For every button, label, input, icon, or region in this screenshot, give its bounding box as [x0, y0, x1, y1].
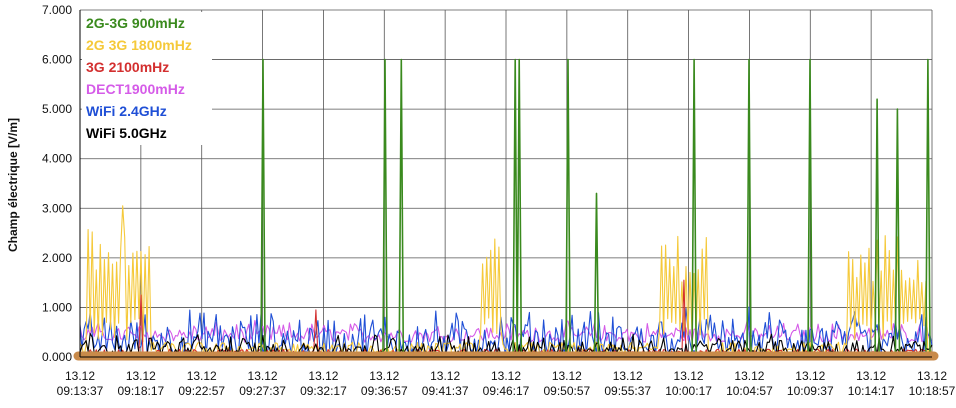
- y-tick-label: 4.000: [42, 152, 72, 166]
- x-tick-time: 09:55:37: [604, 384, 651, 398]
- y-tick-label: 3.000: [42, 201, 72, 215]
- series-line: [79, 205, 933, 358]
- x-tick-date: 13.12: [552, 369, 582, 383]
- y-tick-label: 0.000: [42, 350, 72, 364]
- x-tick-date: 13.12: [795, 369, 825, 383]
- x-tick-date: 13.12: [308, 369, 338, 383]
- legend-entry: WiFi 2.4GHz: [86, 103, 167, 119]
- x-tick-date: 13.12: [674, 369, 704, 383]
- x-tick-date: 13.12: [856, 369, 886, 383]
- x-tick-time: 09:41:37: [422, 384, 469, 398]
- x-tick-date: 13.12: [613, 369, 643, 383]
- x-tick-date: 13.12: [734, 369, 764, 383]
- x-tick-time: 09:46:17: [483, 384, 530, 398]
- x-tick-time: 10:00:17: [665, 384, 712, 398]
- y-tick-label: 1.000: [42, 300, 72, 314]
- legend-entry: 2G 3G 1800mHz: [86, 37, 192, 53]
- x-tick-time: 09:13:37: [57, 384, 104, 398]
- y-tick-labels: 0.000 1.000 2.000 3.000 4.000 5.000 6.000 7.000: [42, 3, 72, 364]
- y-tick-label: 2.000: [42, 251, 72, 265]
- x-tick-time: 09:18:17: [117, 384, 164, 398]
- legend: 2G-3G 900mHz 2G 3G 1800mHz 3G 2100mHz DECT1…: [82, 12, 212, 145]
- x-tick-date: 13.12: [369, 369, 399, 383]
- y-axis-label: Champ électrique [V/m]: [6, 118, 20, 252]
- x-tick-time: 09:22:57: [178, 384, 225, 398]
- x-tick-time: 10:14:17: [848, 384, 895, 398]
- x-tick-time: 10:04:57: [726, 384, 773, 398]
- x-tick-time: 09:36:57: [361, 384, 408, 398]
- legend-entry: 3G 2100mHz: [86, 59, 169, 75]
- axes: [79, 10, 932, 358]
- x-tick-date: 13.12: [187, 369, 217, 383]
- x-tick-date: 13.12: [65, 369, 95, 383]
- x-tick-date: 13.12: [248, 369, 278, 383]
- legend-entry: 2G-3G 900mHz: [86, 15, 185, 31]
- x-tick-date: 13.12: [917, 369, 947, 383]
- x-tick-labels: 13.1209:13:3713.1209:18:1713.1209:22:571…: [57, 369, 956, 398]
- x-tick-date: 13.12: [491, 369, 521, 383]
- x-tick-time: 09:50:57: [543, 384, 590, 398]
- x-tick-time: 10:18:57: [909, 384, 956, 398]
- x-tick-time: 09:27:37: [239, 384, 286, 398]
- legend-entry: DECT1900mHz: [86, 81, 185, 97]
- x-tick-date: 13.12: [126, 369, 156, 383]
- legend-entry: WiFi 5.0GHz: [86, 125, 167, 141]
- x-tick-date: 13.12: [430, 369, 460, 383]
- y-tick-label: 6.000: [42, 53, 72, 67]
- legend-box: [82, 12, 212, 145]
- y-tick-label: 7.000: [42, 3, 72, 17]
- x-tick-time: 10:09:37: [787, 384, 834, 398]
- series-lines: [73, 58, 939, 361]
- y-tick-label: 5.000: [42, 102, 72, 116]
- x-tick-time: 09:32:17: [300, 384, 347, 398]
